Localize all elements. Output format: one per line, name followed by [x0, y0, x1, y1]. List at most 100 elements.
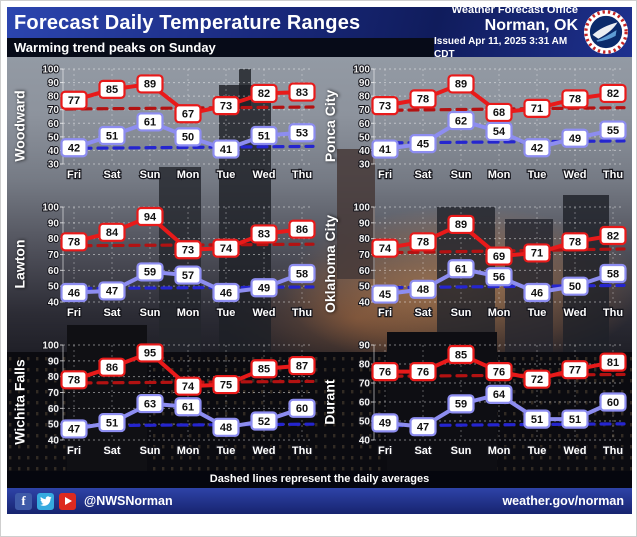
average-lines: [64, 105, 315, 150]
svg-text:Sun: Sun: [140, 445, 161, 457]
temp-value: 46: [68, 287, 80, 299]
svg-text:Mon: Mon: [177, 445, 200, 457]
temp-label-box: [522, 409, 551, 429]
temp-label-box: [370, 96, 399, 116]
svg-text:Fri: Fri: [377, 445, 391, 457]
temp-label-box: [370, 362, 399, 382]
twitter-icon: [37, 492, 54, 510]
temp-value: 46: [530, 287, 542, 299]
temp-label-box: [98, 79, 126, 99]
temp-label-box: [136, 343, 164, 363]
svg-text:Wed: Wed: [252, 445, 275, 457]
svg-text:Wed: Wed: [252, 169, 275, 181]
svg-text:Sat: Sat: [414, 445, 431, 457]
temp-label-box: [288, 123, 316, 143]
chart-title-oklahoma-city: Oklahoma City: [322, 214, 338, 314]
temp-label-box: [136, 74, 164, 94]
svg-text:90: 90: [48, 356, 60, 367]
temp-value: 41: [220, 144, 232, 156]
temp-label-box: [212, 374, 240, 395]
temp-value: 47: [68, 424, 80, 436]
temp-label-box: [212, 282, 240, 303]
temp-value: 48: [220, 422, 232, 434]
svg-text:Sun: Sun: [140, 169, 161, 181]
temp-value: 89: [454, 219, 466, 231]
svg-text:Mon: Mon: [177, 307, 200, 319]
temp-value: 60: [606, 397, 618, 409]
temp-label-box: [484, 362, 513, 382]
temp-label-box: [560, 409, 589, 429]
temp-label-box: [98, 412, 126, 433]
temp-label-box: [174, 240, 202, 260]
nws-logo-icon: [583, 9, 629, 55]
temp-label-box: [522, 138, 551, 158]
temperature-chart-lawton: 40 50 60 70 80 90 100 Fri Sat Sun Mon Tue Wed Thu 78 84…: [41, 202, 316, 320]
temp-label-box: [250, 224, 278, 244]
temp-value: 82: [606, 230, 618, 242]
temp-value: 78: [416, 237, 428, 249]
footnote: Dashed lines represent the daily average…: [209, 473, 430, 485]
temp-value: 76: [378, 366, 390, 378]
temp-label-box: [60, 282, 88, 303]
svg-text:Tue: Tue: [217, 169, 236, 181]
temp-value: 74: [182, 381, 195, 393]
temp-label-box: [250, 83, 278, 104]
svg-text:70: 70: [48, 388, 60, 399]
temp-value: 56: [492, 271, 504, 283]
temp-label-box: [522, 98, 551, 118]
svg-text:60: 60: [358, 266, 370, 277]
temp-value: 87: [296, 360, 308, 372]
temp-value: 59: [144, 267, 156, 279]
svg-text:Sat: Sat: [103, 169, 120, 181]
svg-text:Thu: Thu: [602, 445, 622, 457]
temp-value: 86: [106, 362, 118, 374]
temp-label-box: [484, 102, 513, 123]
chart-woodward: Woodward 30 40 50 60 70 80 90 100 Fri Sat Sun Mon Tue…: [9, 57, 320, 195]
svg-text:70: 70: [358, 250, 370, 261]
svg-text:Fri: Fri: [377, 307, 391, 319]
temp-label-box: [408, 134, 437, 154]
svg-text:Fri: Fri: [67, 445, 81, 457]
chart-wichita-falls: Wichita Falls 40 50 60 70 80 90 100 Fri Sat Sun Mon…: [9, 333, 320, 471]
temp-label-box: [484, 267, 513, 287]
temp-label-box: [136, 393, 164, 414]
youtube-icon: [59, 492, 76, 510]
svg-text:Tue: Tue: [217, 307, 236, 319]
svg-text:80: 80: [358, 234, 370, 245]
temp-value: 78: [68, 237, 80, 249]
temp-value: 58: [606, 268, 618, 280]
temp-value: 89: [144, 79, 156, 91]
svg-text:Sat: Sat: [103, 307, 120, 319]
temp-value: 75: [220, 379, 232, 391]
office-label: Weather Forecast Office: [451, 3, 578, 16]
svg-text:80: 80: [48, 92, 60, 103]
temp-label-box: [174, 397, 202, 417]
temp-label-box: [98, 281, 126, 301]
temp-label-box: [212, 238, 240, 258]
temperature-labels: 74 78 89 69 71 78 82 45 48 61 56 46 50 58: [370, 214, 627, 304]
temp-label-box: [288, 398, 316, 418]
temp-value: 59: [454, 399, 466, 411]
subtitle: Warming trend peaks on Sunday: [14, 40, 216, 55]
svg-text:70: 70: [48, 250, 60, 261]
temp-label-box: [598, 263, 627, 284]
temperature-labels: 78 86 95 74 75 85 87 47 51 63 61 48 52 60: [60, 343, 316, 439]
temperature-chart-wichita-falls: 40 50 60 70 80 90 100 Fri Sat Sun Mon Tue Wed Thu 78 86…: [41, 340, 316, 458]
temp-value: 47: [416, 422, 428, 434]
temp-value: 54: [492, 126, 505, 138]
svg-text:40: 40: [358, 146, 370, 157]
temp-value: 49: [568, 133, 580, 145]
temp-value: 83: [296, 87, 308, 99]
temp-label-box: [60, 90, 88, 110]
header-right: Weather Forecast Office Norman, OK Issue…: [434, 3, 632, 60]
svg-text:Wed: Wed: [252, 307, 275, 319]
temp-value: 85: [258, 364, 270, 376]
temp-label-box: [598, 120, 627, 140]
svg-text:50: 50: [358, 132, 370, 143]
temp-label-box: [174, 127, 202, 147]
temp-label-box: [598, 392, 627, 412]
svg-text:40: 40: [48, 298, 60, 309]
chart-lawton: Lawton 40 50 60 70 80 90 100 Fri Sat Sun Mon Tue Wed T…: [9, 195, 320, 333]
temp-label-box: [484, 121, 513, 142]
svg-text:Fri: Fri: [67, 169, 81, 181]
